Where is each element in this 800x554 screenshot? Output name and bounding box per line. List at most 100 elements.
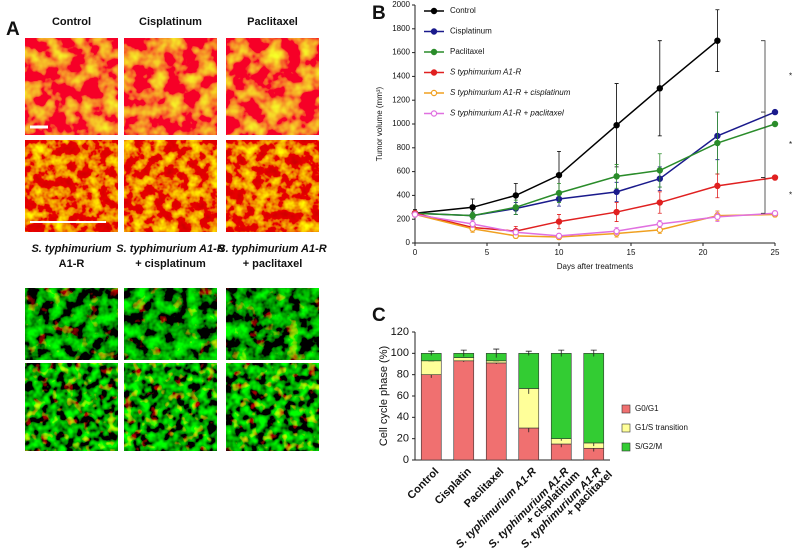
legend-marker (430, 89, 438, 97)
legend-swatch (621, 404, 631, 414)
legend-label: S typhimurium A1-R + cisplatinum (450, 88, 571, 97)
legend-label: Control (450, 6, 476, 15)
micrograph (226, 363, 319, 451)
micrograph (226, 38, 319, 135)
column-label: Control (52, 16, 91, 28)
data-point (555, 171, 563, 179)
micrograph (226, 140, 319, 232)
data-point (469, 204, 476, 211)
y-tick-label: 100 (391, 347, 409, 359)
data-point (656, 167, 664, 174)
x-tick-label: 20 (699, 248, 708, 257)
data-point (555, 232, 563, 240)
bracket (761, 177, 766, 214)
data-point (771, 174, 779, 181)
data-point (613, 121, 620, 129)
column-label: + cisplatinum (135, 258, 206, 270)
data-point (714, 37, 721, 44)
data-point (714, 139, 721, 147)
y-tick-label: 1400 (392, 72, 410, 81)
annotation: * (789, 140, 792, 149)
bar-segment (518, 388, 540, 429)
micrograph (25, 363, 118, 451)
legend-marker (430, 69, 438, 76)
data-point (512, 192, 520, 199)
legend-label: Paclitaxel (450, 47, 484, 56)
data-point (512, 229, 520, 236)
micrograph (226, 288, 319, 360)
panel-label: A (6, 19, 20, 40)
bracket (761, 40, 766, 113)
data-point (714, 182, 721, 190)
panel-label: B (372, 3, 386, 24)
error-bar (493, 348, 500, 358)
micrograph (124, 288, 217, 360)
x-tick-label: 5 (485, 248, 490, 257)
bar-segment (518, 353, 540, 389)
y-tick-label: 120 (391, 326, 409, 338)
error-bar (590, 349, 597, 357)
micrograph (25, 38, 118, 135)
bracket (761, 111, 766, 178)
data-point (555, 189, 563, 197)
data-point (771, 108, 779, 116)
bar-segment (420, 360, 442, 375)
x-tick-label: 15 (627, 248, 636, 257)
y-tick-label: 0 (406, 238, 411, 247)
column-label: S. typhimurium (31, 243, 111, 255)
micrograph (25, 140, 118, 232)
data-point (512, 204, 520, 211)
y-tick-label: 40 (397, 411, 409, 423)
x-tick-label: 0 (413, 248, 418, 257)
y-tick-label: 800 (397, 143, 411, 152)
legend-label: G1/S transition (635, 423, 688, 432)
y-tick-label: 20 (397, 433, 409, 445)
data-point (771, 210, 779, 217)
error-bar (525, 350, 532, 356)
legend-swatch (621, 442, 631, 452)
column-label: A1-R (59, 258, 85, 270)
bar-segment (453, 357, 475, 362)
panel-a: A (6, 19, 20, 40)
data-point (656, 85, 664, 92)
bar-segment (420, 374, 442, 461)
data-point (469, 212, 476, 219)
data-point (656, 220, 664, 228)
bar-segment (485, 362, 507, 461)
data-point (613, 173, 620, 180)
legend-label: S typhimurium A1-R + paclitaxel (450, 109, 564, 118)
error-bar (460, 349, 467, 357)
legend-marker (430, 48, 438, 56)
series-line (414, 212, 776, 237)
legend-label: G0/G1 (635, 404, 659, 413)
series-line (414, 213, 776, 238)
data-point (613, 188, 620, 196)
micrograph (124, 363, 217, 451)
legend-swatch (621, 423, 631, 433)
x-axis-label: Days after treatments (557, 262, 633, 271)
data-point (411, 211, 419, 218)
micrograph (124, 140, 217, 232)
data-point (613, 208, 620, 216)
legend-marker (430, 28, 438, 35)
column-label: S. typhimurium A1-R (218, 243, 326, 255)
annotation: * (789, 191, 792, 200)
micrograph (124, 38, 217, 135)
x-tick-label: 25 (771, 248, 780, 257)
data-point (555, 218, 563, 225)
y-tick-label: 0 (403, 454, 409, 466)
y-tick-label: 80 (397, 369, 409, 381)
y-tick-label: 400 (397, 191, 411, 200)
data-point (656, 226, 664, 234)
y-tick-label: 1800 (392, 24, 410, 33)
y-tick-label: 2000 (392, 0, 410, 9)
y-tick-label: 600 (397, 167, 411, 176)
column-label: Paclitaxel (247, 16, 298, 28)
legend-marker (430, 110, 438, 117)
y-tick-label: 200 (397, 214, 411, 223)
legend-label: Cisplatinum (450, 27, 492, 36)
series-line (414, 40, 718, 214)
data-point (469, 220, 476, 228)
data-point (714, 213, 721, 221)
